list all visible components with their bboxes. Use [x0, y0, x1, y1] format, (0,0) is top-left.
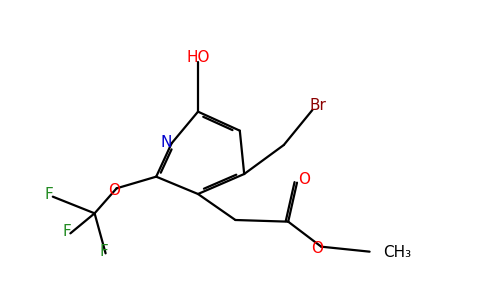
Text: O: O [311, 241, 323, 256]
Text: CH₃: CH₃ [384, 245, 412, 260]
Text: F: F [99, 244, 108, 259]
Text: HO: HO [186, 50, 210, 65]
Text: N: N [161, 135, 172, 150]
Text: Br: Br [310, 98, 327, 113]
Text: O: O [298, 172, 310, 187]
Text: F: F [62, 224, 71, 239]
Text: O: O [108, 183, 121, 198]
Text: F: F [45, 187, 53, 202]
